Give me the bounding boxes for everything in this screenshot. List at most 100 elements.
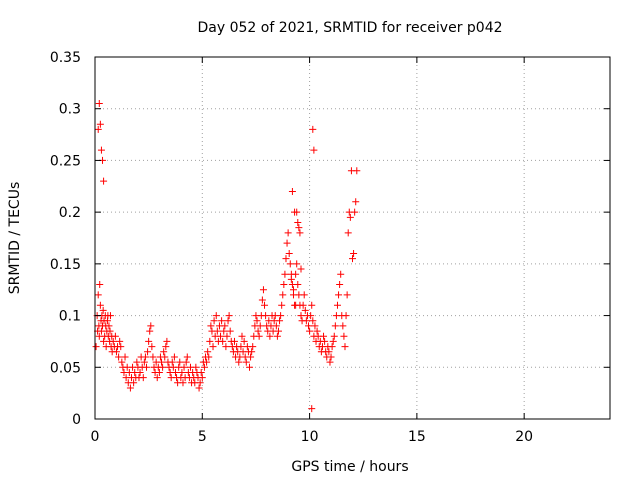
data-point [221,322,229,330]
data-point [259,286,267,294]
data-point [176,358,184,366]
data-point [295,224,303,232]
data-point [333,301,341,309]
y-tick-label: 0.15 [50,257,81,273]
data-point [262,312,270,320]
data-point [195,384,203,392]
x-axis-label: GPS time / hours [291,459,408,475]
data-point [115,353,123,361]
data-point [180,363,188,371]
data-point [299,301,307,309]
data-point [143,363,150,371]
data-point [311,322,319,330]
data-point [256,322,264,330]
data-point [109,337,117,345]
data-point [92,343,100,351]
data-point [139,374,147,382]
data-point [285,250,293,258]
data-point [149,353,157,361]
data-point [95,100,103,108]
data-point [272,322,280,330]
data-point [183,353,191,361]
data-point [344,229,352,237]
y-tick-label: 0.05 [50,360,81,376]
data-point [112,348,120,356]
data-point [100,337,108,345]
data-point [309,125,317,133]
data-point [255,332,263,340]
data-point [320,332,328,340]
data-point [235,358,243,366]
data-point [350,250,358,258]
data-point [342,312,350,320]
data-point [313,327,321,335]
data-point [281,270,289,278]
data-point [288,187,296,195]
data-point [301,306,309,314]
data-point [308,301,316,309]
data-point [155,368,163,376]
data-point [307,312,315,320]
data-point [161,353,169,361]
data-point [343,291,351,299]
data-point [126,384,134,392]
y-tick-label: 0 [72,412,81,428]
data-point [286,260,294,268]
data-point [283,239,291,247]
data-point [292,301,300,309]
data-point [168,358,176,366]
data-point [346,213,354,221]
data-point [282,255,290,263]
data-point [230,337,238,345]
data-point [97,146,105,154]
data-point [219,337,227,345]
data-point [207,322,215,330]
data-point [206,337,214,345]
data-point [204,348,212,356]
data-point [294,281,302,289]
data-point [100,177,108,185]
data-point [302,317,310,325]
data-point [133,358,141,366]
data-point [99,306,107,314]
y-tick-label: 0.25 [50,153,81,169]
data-point [337,270,345,278]
data-point [287,275,295,283]
data-point [261,301,269,309]
data-point [182,358,190,366]
x-tick-label: 15 [408,429,426,445]
data-point [254,327,262,335]
data-point [253,317,261,325]
data-point [274,327,282,335]
data-point [327,353,335,361]
data-point [209,343,217,351]
data-point [160,348,168,356]
data-point [294,218,302,226]
data-point [335,291,343,299]
data-point [147,322,155,330]
data-point [224,317,232,325]
y-tick-label: 0.1 [59,309,81,325]
data-point [330,332,338,340]
data-point [273,332,281,340]
x-tick-label: 20 [515,429,533,445]
data-point [117,343,125,351]
data-point [225,312,233,320]
data-point [284,229,292,237]
data-point [118,358,126,366]
data-point [353,167,361,175]
data-point [292,270,300,278]
data-point [289,286,297,294]
data-point [306,327,314,335]
data-point [130,379,138,387]
data-point [105,322,113,330]
data-point [148,343,156,351]
data-point [163,337,171,345]
data-point [341,343,349,351]
data-point [179,379,187,387]
data-point [210,317,218,325]
data-point [226,327,234,335]
data-point [240,337,248,345]
data-point [266,332,274,340]
